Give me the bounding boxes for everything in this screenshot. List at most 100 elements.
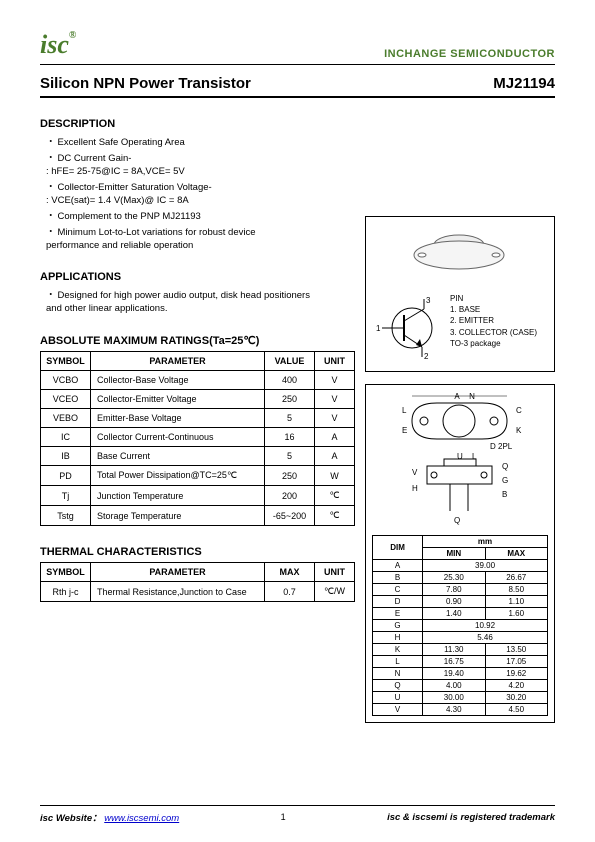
table-cell: 5	[265, 409, 315, 428]
table-cell: 25.30	[423, 572, 485, 584]
page-header: isc® INCHANGE SEMICONDUCTOR	[40, 30, 555, 65]
svg-text:H: H	[412, 484, 418, 493]
table-cell: Total Power Dissipation@TC=25℃	[91, 466, 265, 486]
table-row: K11.3013.50	[373, 644, 548, 656]
table-cell: 11.30	[423, 644, 485, 656]
desc-item: Minimum Lot-to-Lot variations for robust…	[46, 224, 355, 238]
table-cell: 17.05	[485, 656, 547, 668]
table-row: VCBOCollector-Base Voltage400V	[41, 371, 355, 390]
part-number: MJ21194	[493, 75, 555, 92]
table-row: L16.7517.05	[373, 656, 548, 668]
table-row: B25.3026.67	[373, 572, 548, 584]
logo-reg: ®	[69, 30, 76, 41]
col-unit: UNIT	[315, 563, 355, 582]
svg-text:K: K	[516, 426, 522, 435]
table-cell: V	[315, 390, 355, 409]
desc-item: Collector-Emitter Saturation Voltage-	[46, 179, 355, 193]
package-pinout-box: 1 3 2 PIN 1. BASE 2. EMITTER 3. COLLECTO…	[365, 216, 555, 372]
table-cell: 7.80	[423, 584, 485, 596]
table-cell: C	[373, 584, 423, 596]
table-cell: 16.75	[423, 656, 485, 668]
table-cell: 5	[265, 447, 315, 466]
table-cell: 250	[265, 466, 315, 486]
table-cell: Thermal Resistance,Junction to Case	[91, 582, 265, 602]
table-row: E1.401.60	[373, 608, 548, 620]
table-cell: Junction Temperature	[91, 486, 265, 506]
svg-text:B: B	[502, 490, 507, 499]
svg-text:3: 3	[426, 296, 431, 305]
svg-text:Q: Q	[502, 462, 508, 471]
pin-2: 2. EMITTER	[450, 315, 537, 326]
table-cell: ℃	[315, 486, 355, 506]
desc-sub: : VCE(sat)= 1.4 V(Max)@ IC = 8A	[46, 195, 355, 206]
table-cell: N	[373, 668, 423, 680]
table-row: Rth j-cThermal Resistance,Junction to Ca…	[41, 582, 355, 602]
table-cell: 400	[265, 371, 315, 390]
table-row: U30.0030.20	[373, 692, 548, 704]
table-cell: Emitter-Base Voltage	[91, 409, 265, 428]
col-unit: UNIT	[315, 352, 355, 371]
table-cell: ℃	[315, 506, 355, 526]
trademark-text: isc & iscsemi is registered trademark	[387, 812, 555, 823]
table-cell: Collector-Base Voltage	[91, 371, 265, 390]
title-row: Silicon NPN Power Transistor MJ21194	[40, 75, 555, 98]
table-row: VCEOCollector-Emitter Voltage250V	[41, 390, 355, 409]
svg-text:L: L	[472, 452, 477, 461]
description-heading: DESCRIPTION	[40, 118, 355, 130]
ratings-heading: ABSOLUTE MAXIMUM RATINGS(Ta=25℃)	[40, 334, 355, 347]
table-cell: A	[315, 447, 355, 466]
table-cell: 26.67	[485, 572, 547, 584]
dimensions-table: DIM mm MIN MAX A39.00B25.3026.67C7.808.5…	[372, 535, 548, 716]
applications-list: Designed for high power audio output, di…	[46, 287, 355, 314]
app-item: Designed for high power audio output, di…	[46, 287, 355, 301]
table-cell: A	[315, 428, 355, 447]
table-row: N19.4019.62	[373, 668, 548, 680]
table-cell: Tstg	[41, 506, 91, 526]
website-label: isc Website：	[40, 813, 102, 824]
mech-drawing-icon: A N C K L E D 2PL V H U L Q G B	[372, 391, 547, 531]
table-cell: D	[373, 596, 423, 608]
table-row: V4.304.50	[373, 704, 548, 716]
table-cell: Collector Current-Continuous	[91, 428, 265, 447]
table-cell: 39.00	[423, 560, 548, 572]
svg-text:E: E	[402, 426, 407, 435]
table-row: A39.00	[373, 560, 548, 572]
page-footer: isc Website： www.iscsemi.com 1 isc & isc…	[40, 805, 555, 824]
dim-col: DIM	[373, 536, 423, 560]
table-cell: E	[373, 608, 423, 620]
table-row: Q4.004.20	[373, 680, 548, 692]
table-cell: 1.10	[485, 596, 547, 608]
table-cell: V	[315, 409, 355, 428]
pin-3: 3. COLLECTOR (CASE)	[450, 327, 537, 338]
table-cell: 4.50	[485, 704, 547, 716]
table-cell: IB	[41, 447, 91, 466]
table-cell: 4.30	[423, 704, 485, 716]
npn-symbol-icon: 1 3 2	[374, 293, 444, 363]
desc-item: Complement to the PNP MJ21193	[46, 208, 355, 222]
thermal-heading: THERMAL CHARACTERISTICS	[40, 546, 355, 558]
table-cell: 13.50	[485, 644, 547, 656]
table-row: PDTotal Power Dissipation@TC=25℃250W	[41, 466, 355, 486]
company-name: INCHANGE SEMICONDUCTOR	[384, 48, 555, 60]
table-cell: Tj	[41, 486, 91, 506]
logo: isc®	[40, 30, 76, 60]
table-cell: 5.46	[423, 632, 548, 644]
table-row: TjJunction Temperature200℃	[41, 486, 355, 506]
product-title: Silicon NPN Power Transistor	[40, 75, 251, 92]
website-link[interactable]: www.iscsemi.com	[104, 813, 179, 824]
app-item: and other linear applications.	[46, 303, 355, 314]
table-cell: 0.90	[423, 596, 485, 608]
pin-heading: PIN	[450, 293, 537, 304]
table-row: IBBase Current5A	[41, 447, 355, 466]
table-row: C7.808.50	[373, 584, 548, 596]
table-cell: 16	[265, 428, 315, 447]
table-cell: VCEO	[41, 390, 91, 409]
table-cell: 19.40	[423, 668, 485, 680]
svg-text:2: 2	[424, 352, 429, 361]
col-value: VALUE	[265, 352, 315, 371]
table-row: D0.901.10	[373, 596, 548, 608]
description-list: Excellent Safe Operating Area DC Current…	[46, 134, 355, 251]
table-cell: Rth j-c	[41, 582, 91, 602]
table-cell: 200	[265, 486, 315, 506]
table-cell: Base Current	[91, 447, 265, 466]
